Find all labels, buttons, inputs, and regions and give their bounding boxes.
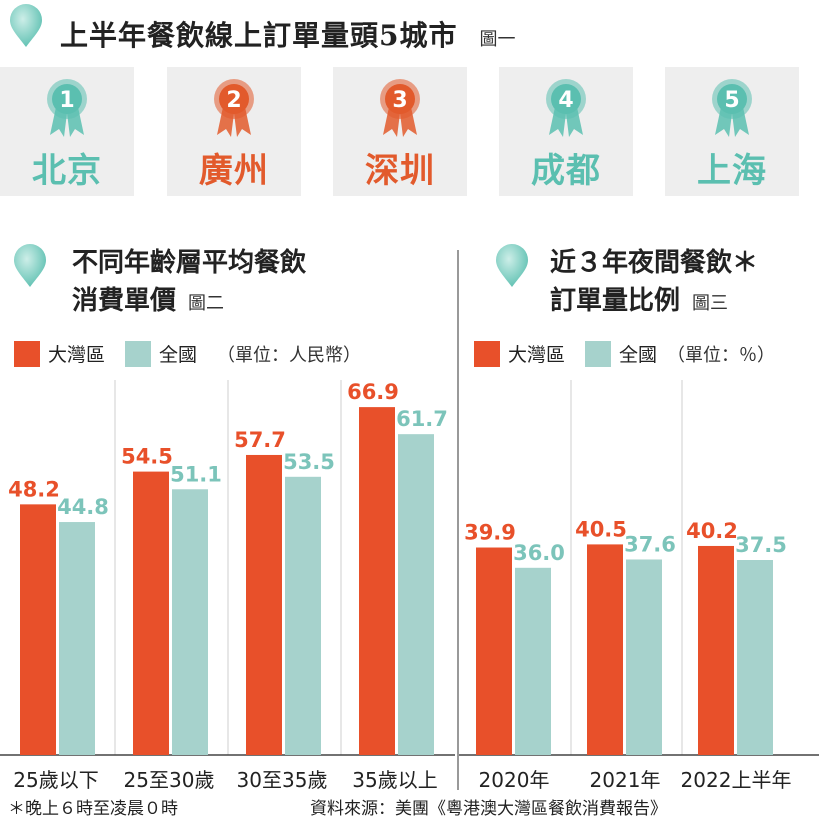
- medal-rank: 2: [226, 88, 241, 113]
- fig3-title-line2: 訂單量比例: [550, 286, 681, 316]
- category-label: 35歲以上: [352, 768, 437, 790]
- bar-bay-area: [20, 504, 56, 755]
- bar-national: [398, 434, 434, 755]
- value-label-national: 37.5: [735, 533, 787, 557]
- bar-national: [59, 522, 95, 755]
- fig3-chart: 39.936.0 2020年 40.537.6 2021年 40.237.5 2022上半…: [459, 380, 819, 790]
- legend-swatch-bay-area: [14, 340, 40, 367]
- footnote: ＊晚上６時至凌晨０時: [8, 799, 178, 819]
- value-label-national: 44.8: [57, 495, 109, 519]
- value-label-national: 61.7: [396, 407, 448, 431]
- legend-swatch-national: [585, 340, 612, 367]
- medal-rank: 4: [558, 88, 573, 113]
- bar-bay-area: [133, 471, 169, 755]
- value-label-national: 51.1: [170, 462, 222, 486]
- value-label-national: 53.5: [283, 450, 335, 474]
- value-label-national: 36.0: [513, 541, 565, 565]
- drop-icon: [14, 244, 46, 287]
- value-label-bay-area: 66.9: [347, 380, 399, 404]
- fig2-tag: 圖二: [188, 293, 225, 314]
- legend-label-bay-area: 大灣區: [508, 344, 566, 366]
- bar-national: [515, 567, 551, 755]
- drop-icon: [10, 4, 42, 47]
- legend-label-national: 全國: [159, 344, 198, 366]
- medal-icon: 1: [47, 79, 87, 137]
- bar-national: [626, 559, 662, 755]
- medal-rank: 1: [59, 88, 74, 113]
- fig1-title-text: 上半年餐飲線上訂單量頭5城市: [60, 19, 458, 52]
- legend-swatch-bay-area: [474, 340, 500, 367]
- bar-bay-area: [246, 454, 282, 755]
- city-card: 5 上海: [665, 67, 799, 196]
- bar-bay-area: [587, 544, 623, 755]
- city-name: 北京: [32, 151, 102, 191]
- bar-national: [172, 489, 208, 755]
- value-label-bay-area: 57.7: [234, 428, 286, 452]
- medal-icon: 3: [380, 79, 420, 137]
- city-name: 廣州: [199, 151, 269, 191]
- medal-icon: 2: [214, 79, 254, 137]
- medal-icon: 5: [712, 79, 752, 137]
- legend-label-bay-area: 大灣區: [48, 344, 106, 366]
- fig1-tag: 圖一: [479, 29, 516, 50]
- drop-icon: [496, 244, 528, 287]
- fig3-unit: （單位：％）: [667, 344, 776, 366]
- section-divider: [457, 250, 459, 790]
- category-label: 2022上半年: [681, 768, 792, 790]
- city-card: 3 深圳: [333, 67, 467, 196]
- value-label-national: 37.6: [624, 532, 676, 556]
- city-name: 深圳: [365, 151, 435, 191]
- medal-icon: 4: [546, 79, 586, 137]
- city-name: 成都: [531, 151, 601, 191]
- fig1-title: 上半年餐飲線上訂單量頭5城市 圖一: [60, 14, 515, 54]
- category-label: 25至30歲: [124, 768, 215, 790]
- fig2-title-line1: 不同年齡層平均餐飲: [72, 248, 307, 278]
- category-label: 30至35歲: [237, 768, 328, 790]
- bar-national: [285, 476, 321, 755]
- fig2-title-line2: 消費單價: [72, 286, 177, 316]
- city-name: 上海: [697, 151, 767, 191]
- value-label-bay-area: 40.2: [686, 519, 738, 543]
- category-label: 25歲以下: [13, 768, 98, 790]
- bar-bay-area: [698, 545, 734, 755]
- fig2-chart: 48.244.8 25歲以下 54.551.1 25至30歲 57.753.5 30至35…: [0, 380, 455, 790]
- source-note: 資料來源：美團《粵港澳大灣區餐飲消費報告》: [310, 799, 667, 819]
- legend-swatch-national: [125, 340, 152, 367]
- value-label-bay-area: 40.5: [575, 517, 627, 541]
- fig3-tag: 圖三: [692, 293, 729, 314]
- fig3-title: 近３年夜間餐飲＊ 訂單量比例 圖三: [550, 244, 758, 323]
- medal-rank: 5: [724, 88, 739, 113]
- fig3-legend: 大灣區 全國 （單位：％）: [474, 340, 775, 367]
- city-card: 2 廣州: [167, 67, 301, 196]
- value-label-bay-area: 39.9: [464, 521, 516, 545]
- city-card: 1 北京: [0, 67, 134, 196]
- category-label: 2021年: [590, 768, 661, 790]
- bar-bay-area: [359, 407, 395, 755]
- fig2-title: 不同年齡層平均餐飲 消費單價 圖二: [72, 244, 306, 323]
- bar-national: [737, 560, 773, 755]
- fig2-unit: （單位：人民幣）: [217, 344, 362, 366]
- fig2-legend: 大灣區 全國 （單位：人民幣）: [14, 340, 361, 367]
- value-label-bay-area: 54.5: [121, 445, 173, 469]
- city-card: 4 成都: [499, 67, 633, 196]
- fig3-title-line1: 近３年夜間餐飲＊: [550, 248, 759, 278]
- value-label-bay-area: 48.2: [8, 477, 60, 501]
- medal-rank: 3: [392, 88, 407, 113]
- category-label: 2020年: [479, 768, 550, 790]
- bar-bay-area: [476, 547, 512, 755]
- legend-label-national: 全國: [619, 344, 658, 366]
